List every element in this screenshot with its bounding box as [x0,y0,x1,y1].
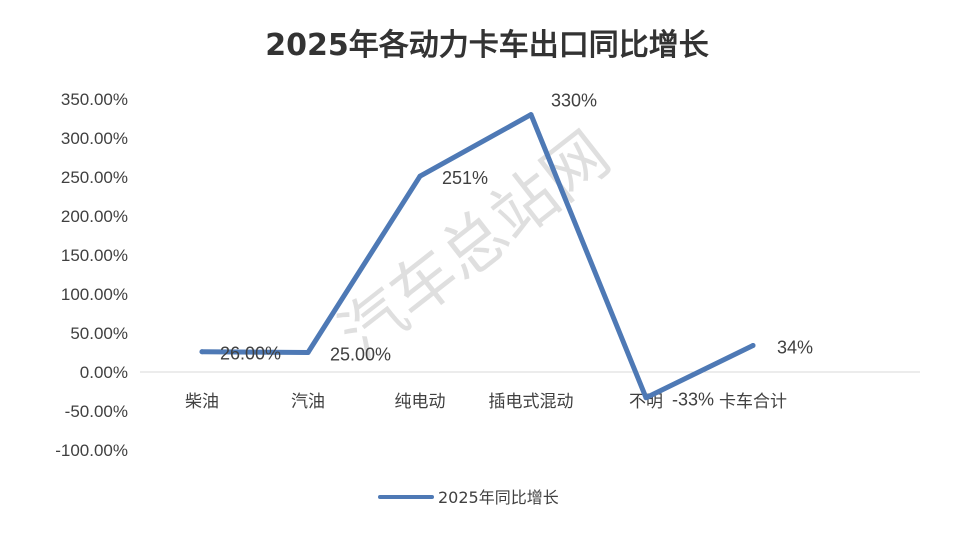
data-label: 26.00% [220,344,281,364]
y-tick-label: 50.00% [70,324,128,343]
y-tick-label: 100.00% [61,285,128,304]
x-category-label: 汽油 [291,392,325,412]
series-group [199,112,756,401]
y-tick-label: 150.00% [61,246,128,265]
y-tick-label: 300.00% [61,129,128,148]
x-category-label: 纯电动 [395,392,446,412]
x-category-label: 卡车合计 [719,392,787,412]
data-label: 34% [777,337,813,357]
data-point [417,173,423,179]
data-point [199,349,205,355]
x-axis-category-labels: 柴油 汽油 纯电动 插电式混动 不明 卡车合计 [185,392,787,412]
data-label: 330% [551,91,597,111]
data-point [750,342,756,348]
data-point [528,112,534,118]
data-label: -33% [672,390,714,410]
y-tick-label: 0.00% [80,363,128,382]
data-label: 251% [442,168,488,188]
y-tick-label: -100.00% [55,441,128,460]
x-category-label: 插电式混动 [489,392,574,412]
legend-label: 2025年同比增长 [438,488,559,507]
data-point [643,395,649,401]
y-tick-label: 200.00% [61,207,128,226]
data-labels: 26.00% 25.00% 251% 330% -33% 34% [220,91,813,410]
legend: 2025年同比增长 [378,488,559,507]
series-line [199,112,756,401]
data-label: 25.00% [330,345,391,365]
y-tick-label: 350.00% [61,90,128,109]
y-tick-label: -50.00% [65,402,128,421]
y-tick-label: 250.00% [61,168,128,187]
y-axis-tick-labels: 350.00% 300.00% 250.00% 200.00% 150.00% 100.0… [55,90,128,460]
chart-title: 2025年各动力卡车出口同比增长 [265,28,709,63]
data-point [305,350,311,355]
x-category-label: 柴油 [185,392,219,412]
x-category-label: 不明 [629,392,663,412]
